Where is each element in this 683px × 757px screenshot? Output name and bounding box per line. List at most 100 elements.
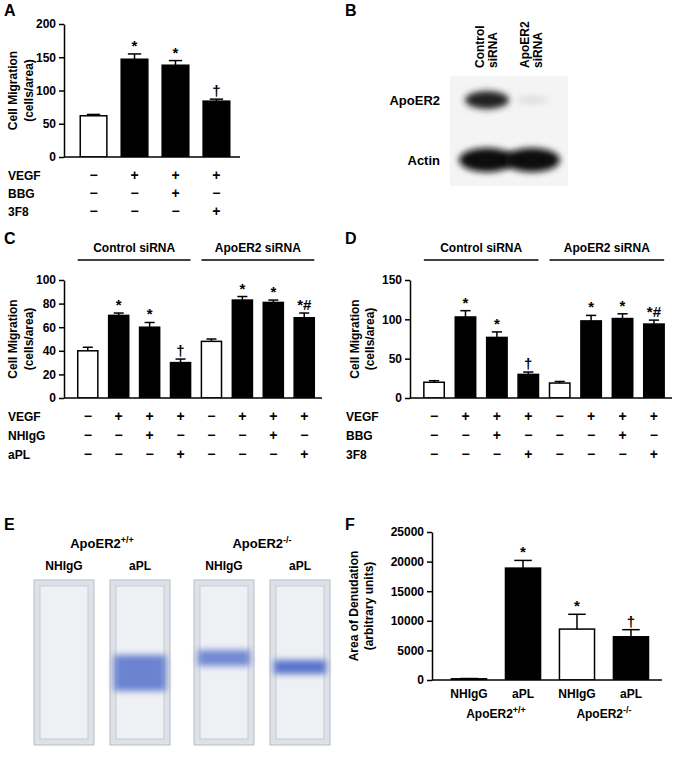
y-tick-mark bbox=[405, 398, 410, 400]
bar bbox=[263, 302, 283, 398]
condition-label: 3F8 bbox=[346, 448, 367, 462]
panel-d: D**†***#050100150Cell Migration(cells/ar… bbox=[345, 230, 672, 462]
significance-mark: * bbox=[620, 297, 626, 314]
error-bar bbox=[492, 332, 502, 338]
y-tick-mark bbox=[59, 124, 64, 126]
tissue-image bbox=[194, 580, 254, 745]
condition-sign: − bbox=[115, 427, 123, 443]
y-tick-mark bbox=[405, 280, 410, 282]
plot-marks bbox=[424, 311, 664, 398]
condition-sign: + bbox=[238, 408, 246, 424]
y-tick-label: 50 bbox=[389, 352, 403, 366]
significance-mark: † bbox=[176, 342, 184, 359]
panel-letter: D bbox=[345, 230, 357, 247]
lane-label: ApoER2siRNA bbox=[518, 21, 545, 68]
tissue-image bbox=[110, 580, 170, 745]
significance-mark: * bbox=[132, 37, 138, 54]
bar bbox=[581, 321, 601, 398]
condition-sign: + bbox=[300, 446, 308, 462]
y-tick-mark bbox=[59, 374, 64, 376]
group-label: ApoER2+/+ bbox=[70, 535, 134, 551]
bar bbox=[121, 59, 148, 157]
error-bar bbox=[210, 99, 223, 101]
error-cap bbox=[87, 114, 100, 116]
plot-marks bbox=[78, 297, 315, 398]
bar bbox=[424, 382, 444, 398]
bar bbox=[140, 327, 160, 398]
condition-sign: + bbox=[171, 167, 179, 183]
error-bar bbox=[514, 560, 532, 568]
denudation-stain bbox=[198, 650, 250, 666]
error-bar bbox=[206, 339, 216, 341]
condition-sign: − bbox=[207, 408, 215, 424]
bar bbox=[549, 383, 569, 398]
y-tick: 60 bbox=[43, 321, 64, 335]
condition-sign: + bbox=[650, 408, 658, 424]
category-label: NHIgG bbox=[558, 687, 595, 701]
condition-label: VEGF bbox=[8, 410, 41, 424]
condition-sign: − bbox=[461, 427, 469, 443]
error-bar bbox=[617, 314, 627, 319]
group-line bbox=[78, 259, 191, 261]
condition-sign: + bbox=[269, 408, 277, 424]
y-tick: 100 bbox=[36, 84, 64, 98]
condition-sign: + bbox=[650, 446, 658, 462]
denudation-stain bbox=[274, 660, 326, 674]
condition-sign: − bbox=[146, 446, 154, 462]
condition-sign: + bbox=[524, 408, 532, 424]
category-label: aPL bbox=[512, 687, 534, 701]
y-tick-label: 200 bbox=[36, 17, 56, 31]
lane-label: NHIgG bbox=[45, 559, 82, 573]
condition-sign: + bbox=[212, 167, 220, 183]
condition-sign: − bbox=[650, 427, 658, 443]
condition-sign: − bbox=[618, 446, 626, 462]
condition-sign: − bbox=[493, 446, 501, 462]
bar bbox=[559, 629, 594, 680]
bar bbox=[294, 318, 314, 398]
y-tick-label: 150 bbox=[382, 273, 402, 287]
condition-sign: + bbox=[115, 408, 123, 424]
tissue-sample bbox=[40, 586, 88, 739]
tissue-image bbox=[34, 580, 94, 745]
condition-sign: + bbox=[587, 408, 595, 424]
condition-sign: + bbox=[524, 446, 532, 462]
group-line bbox=[201, 259, 314, 261]
x-axis-line bbox=[64, 156, 240, 158]
condition-sign: + bbox=[212, 203, 220, 219]
row-label: ApoER2 bbox=[389, 93, 440, 108]
y-tick-mark bbox=[59, 351, 64, 353]
y-axis: 0500010000150002000025000 bbox=[391, 525, 433, 687]
y-tick-mark bbox=[59, 157, 64, 159]
error-bar bbox=[586, 315, 596, 321]
condition-sign: − bbox=[430, 427, 438, 443]
condition-sign: + bbox=[171, 185, 179, 201]
y-tick: 0 bbox=[49, 391, 64, 405]
y-tick-label: 15000 bbox=[391, 585, 425, 599]
significance-mark: * bbox=[270, 283, 276, 300]
error-cap bbox=[429, 380, 439, 382]
bar bbox=[612, 319, 632, 398]
y-tick: 10000 bbox=[391, 614, 432, 628]
bar bbox=[487, 337, 507, 398]
condition-sign: − bbox=[171, 203, 179, 219]
y-tick: 200 bbox=[36, 17, 64, 31]
x-axis-line bbox=[432, 679, 662, 681]
condition-sign: + bbox=[461, 408, 469, 424]
condition-label: 3F8 bbox=[8, 205, 29, 219]
error-bar bbox=[555, 381, 565, 383]
panel-letter: F bbox=[345, 516, 355, 533]
y-tick-mark bbox=[405, 358, 410, 360]
group-label: ApoER2-/- bbox=[232, 535, 291, 551]
y-tick: 100 bbox=[36, 273, 64, 287]
bar bbox=[80, 116, 107, 157]
panel-letter: A bbox=[4, 2, 16, 19]
y-tick-label: 25000 bbox=[391, 525, 425, 539]
bar bbox=[203, 101, 230, 157]
y-tick-label: 0 bbox=[395, 391, 402, 405]
error-bar bbox=[299, 313, 309, 318]
blot-band bbox=[516, 96, 548, 104]
significance-mark: * bbox=[520, 543, 526, 560]
y-tick-label: 100 bbox=[36, 84, 56, 98]
tissue-image bbox=[270, 580, 330, 745]
bar bbox=[455, 317, 475, 398]
